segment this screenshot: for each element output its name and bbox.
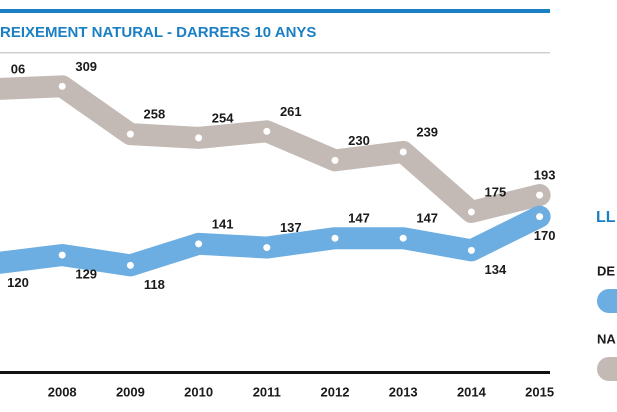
point <box>331 234 339 242</box>
point <box>331 156 339 164</box>
value-label: 147 <box>416 211 438 226</box>
x-tick-label: 2013 <box>389 384 418 399</box>
top-rule <box>0 9 550 13</box>
value-label: 120 <box>7 275 29 290</box>
legend-title: LL <box>596 209 616 226</box>
x-tick-label: 2008 <box>48 384 77 399</box>
value-label: 134 <box>485 262 507 277</box>
point <box>399 234 407 242</box>
chart-title: REIXEMENT NATURAL - DARRERS 10 ANYS <box>0 24 316 41</box>
value-label: 118 <box>144 277 165 292</box>
value-label: 170 <box>534 228 556 243</box>
value-label: 175 <box>485 184 507 199</box>
value-label: 239 <box>416 124 438 139</box>
value-label: 230 <box>348 133 370 148</box>
point <box>126 130 134 138</box>
value-label: 261 <box>280 104 302 119</box>
x-tick-label: 2011 <box>253 384 281 399</box>
value-label: 193 <box>534 168 556 183</box>
x-tick-label: 2015 <box>525 384 554 399</box>
point <box>195 134 203 142</box>
point <box>536 213 544 221</box>
legend-label: NA <box>597 331 616 346</box>
point <box>126 261 134 269</box>
x-tick-label: 2012 <box>321 384 350 399</box>
value-label: 254 <box>212 110 234 125</box>
x-tick-label: 2010 <box>184 384 213 399</box>
point <box>263 127 271 135</box>
point <box>195 240 203 248</box>
series-line <box>0 205 551 277</box>
series-line <box>0 75 551 223</box>
point <box>536 191 544 199</box>
value-label: 129 <box>75 267 97 282</box>
value-label: 147 <box>348 211 370 226</box>
value-label: 258 <box>144 107 166 122</box>
x-axis <box>0 371 550 374</box>
value-label: 137 <box>280 220 302 235</box>
title-rule <box>0 52 550 54</box>
point <box>467 208 475 216</box>
legend-label: DE <box>597 263 615 278</box>
point <box>467 246 475 254</box>
value-label: 309 <box>75 59 97 74</box>
value-label: 06 <box>11 62 25 77</box>
point <box>263 244 271 252</box>
legend-swatch <box>597 357 617 381</box>
point <box>58 251 66 259</box>
point <box>399 148 407 156</box>
point <box>58 82 66 90</box>
x-tick-label: 2009 <box>116 384 145 399</box>
value-label: 141 <box>212 216 234 231</box>
x-tick-label: 2014 <box>457 384 487 399</box>
legend-swatch <box>597 289 617 313</box>
